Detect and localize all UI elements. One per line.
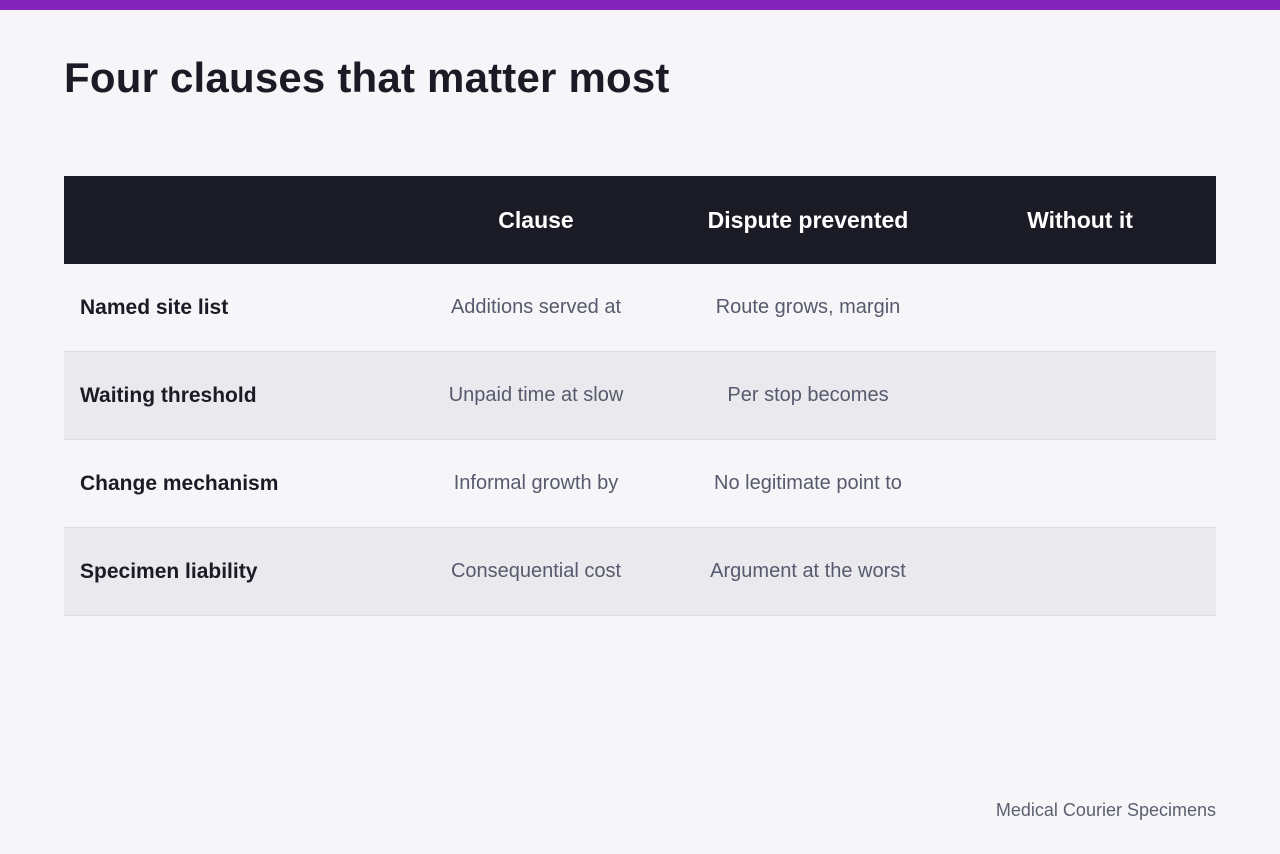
row-label: Specimen liability	[80, 559, 258, 583]
table-row: Change mechanism Informal growth by No l…	[64, 440, 1216, 528]
row-label: Change mechanism	[80, 471, 279, 495]
table-row: Specimen liability Consequential cost Ar…	[64, 528, 1216, 616]
page-title: Four clauses that matter most	[64, 54, 670, 101]
footer-source: Medical Courier Specimens	[995, 800, 1216, 820]
clauses-table: Clause Dispute prevented Without it Name…	[64, 176, 1216, 616]
table-row: Waiting threshold Unpaid time at slow Pe…	[64, 352, 1216, 440]
cell-clause: Consequential cost	[450, 560, 622, 582]
header-cell-dispute-prevented: Dispute prevented	[707, 206, 909, 233]
cell-clause: Unpaid time at slow	[448, 384, 624, 406]
header-cell-clause: Clause	[498, 206, 574, 233]
accent-bar	[0, 0, 1280, 10]
row-label: Waiting threshold	[80, 383, 257, 407]
cell-dispute-prevented: No legitimate point to	[714, 472, 902, 494]
row-label: Named site list	[80, 295, 229, 319]
cell-dispute-prevented: Route grows, margin	[715, 296, 901, 318]
table-header: Clause Dispute prevented Without it	[64, 176, 1216, 264]
cell-clause: Additions served at	[450, 296, 622, 318]
cell-dispute-prevented: Per stop becomes	[727, 384, 889, 406]
table-row: Named site list Additions served at Rout…	[64, 264, 1216, 352]
cell-dispute-prevented: Argument at the worst	[710, 560, 906, 582]
cell-clause: Informal growth by	[453, 472, 619, 494]
header-cell-without-it: Without it	[1027, 206, 1133, 233]
